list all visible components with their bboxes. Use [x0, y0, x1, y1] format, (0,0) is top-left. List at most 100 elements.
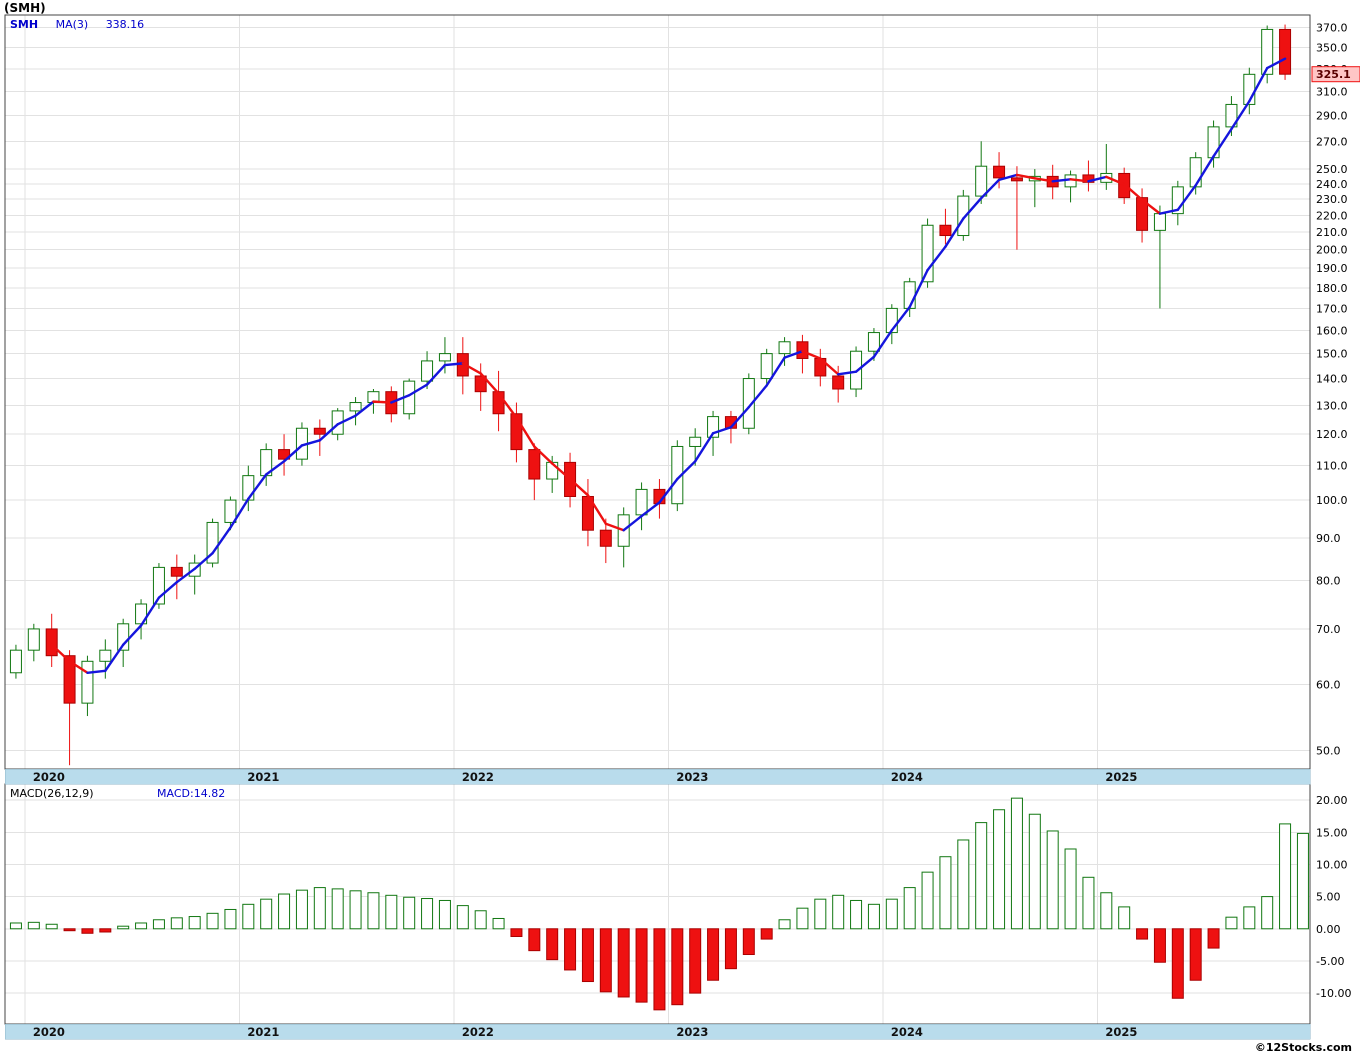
macd-tick-label: 0.00: [1316, 923, 1341, 936]
candle-body: [778, 341, 791, 355]
page-title: (SMH): [4, 1, 46, 15]
macd-bar: [1171, 928, 1184, 999]
macd-bar: [581, 928, 594, 983]
ma3-line: [50, 57, 1287, 674]
candle-body: [349, 402, 362, 412]
macd-bar: [474, 910, 487, 930]
macd-bar: [617, 928, 630, 998]
macd-bar: [403, 896, 416, 930]
macd-bar: [724, 928, 737, 970]
macd-bar: [45, 923, 58, 930]
candle-body: [1153, 213, 1166, 231]
candle-body: [1010, 177, 1023, 182]
macd-bar: [957, 839, 970, 930]
price-tick-label: 240.0: [1316, 178, 1348, 191]
macd-tick-label: 5.00: [1316, 891, 1341, 904]
year-label: 2025: [1105, 770, 1137, 784]
candle-body: [278, 449, 291, 460]
macd-bar: [885, 898, 898, 930]
candle-body: [27, 628, 40, 651]
macd-bar: [99, 928, 112, 933]
candle-body: [885, 307, 898, 334]
candle-body: [224, 499, 237, 523]
macd-bar: [510, 928, 523, 937]
macd-bar: [9, 922, 22, 930]
macd-bar: [81, 928, 94, 934]
legend-ma-label: MA(3): [55, 18, 89, 31]
macd-bar: [260, 898, 273, 930]
candle-body: [939, 224, 952, 237]
price-tick-label: 130.0: [1316, 399, 1348, 412]
candle-body: [1261, 28, 1274, 75]
macd-bar: [1100, 892, 1113, 930]
macd-bar: [939, 856, 952, 930]
candle-body: [1189, 157, 1202, 188]
macd-bar: [867, 903, 880, 930]
macd-legend-value: MACD:14.82: [157, 787, 226, 800]
candle-body: [206, 521, 219, 564]
candle-body: [438, 353, 451, 362]
macd-bar: [206, 912, 219, 930]
year-band-top: [4, 768, 1311, 785]
candle-body: [117, 623, 130, 651]
candle-body: [1136, 197, 1149, 231]
price-tick-label: 200.0: [1316, 244, 1348, 257]
price-tick-label: 220.0: [1316, 209, 1348, 222]
candle-body: [707, 416, 720, 438]
price-tick-label: 350.0: [1316, 42, 1348, 55]
macd-bar: [135, 922, 148, 930]
price-tick-label: 150.0: [1316, 348, 1348, 361]
macd-bar: [1046, 830, 1059, 930]
macd-bar: [438, 899, 451, 930]
macd-bar: [1243, 906, 1256, 930]
price-tick-label: 370.0: [1316, 21, 1348, 34]
year-label: 2025: [1105, 1025, 1137, 1039]
year-band-bottom: [4, 1023, 1311, 1040]
macd-tick-label: -5.00: [1316, 955, 1344, 968]
macd-bar: [653, 928, 666, 1011]
candle-body: [867, 332, 880, 352]
candle-body: [1279, 28, 1292, 75]
macd-bars: [9, 797, 1309, 1011]
year-label: 2020: [33, 770, 65, 784]
macd-bar: [295, 889, 308, 930]
price-tick-label: 100.0: [1316, 494, 1348, 507]
macd-bar: [27, 921, 40, 930]
macd-bar: [170, 917, 183, 930]
macd-bar: [1153, 928, 1166, 963]
year-label: 2024: [891, 770, 923, 784]
price-tick-label: 60.0: [1316, 679, 1341, 692]
candle-body: [510, 413, 523, 451]
price-pane-border: [4, 14, 1311, 770]
macd-bar: [1189, 928, 1202, 981]
price-tick-label: 180.0: [1316, 282, 1348, 295]
candle-body: [635, 488, 648, 516]
macd-bar: [421, 898, 434, 930]
candle-body: [689, 436, 702, 447]
candle-body: [599, 529, 612, 547]
macd-bar: [349, 890, 362, 930]
macd-bar: [778, 919, 791, 930]
macd-bar: [1064, 848, 1077, 930]
year-label: 2022: [462, 770, 494, 784]
macd-bar: [331, 888, 344, 930]
price-tick-label: 160.0: [1316, 324, 1348, 337]
candle-body: [152, 566, 165, 605]
candle-body: [99, 649, 112, 662]
macd-bar: [456, 905, 469, 930]
price-tick-label: 190.0: [1316, 262, 1348, 275]
price-tick-label: 250.0: [1316, 163, 1348, 176]
price-tick-label: 50.0: [1316, 744, 1341, 757]
price-tick-label: 270.0: [1316, 135, 1348, 148]
macd-bar: [63, 928, 76, 932]
year-label: 2021: [247, 1025, 279, 1039]
macd-bar: [921, 871, 934, 930]
macd-bar: [707, 928, 720, 981]
macd-bar: [760, 928, 773, 940]
price-tick-label: 70.0: [1316, 623, 1341, 636]
year-label: 2022: [462, 1025, 494, 1039]
candle-body: [850, 350, 863, 390]
macd-bar: [975, 822, 988, 930]
macd-bar: [188, 916, 201, 930]
